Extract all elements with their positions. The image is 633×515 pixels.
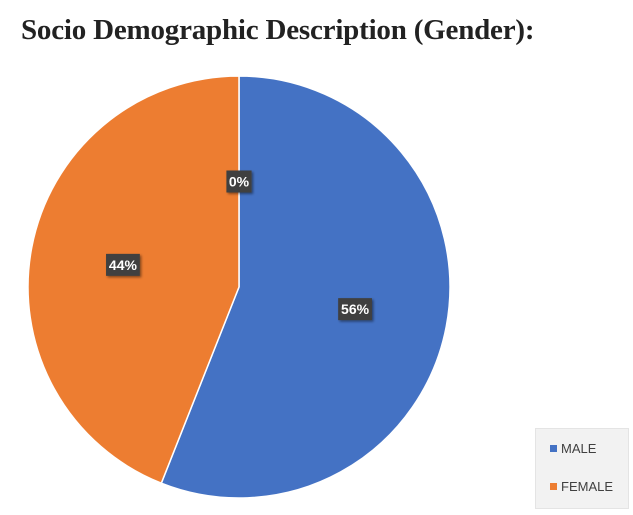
- chart-legend: MALE FEMALE: [535, 428, 629, 509]
- data-label-box: [226, 170, 252, 193]
- legend-swatch-female: [550, 483, 557, 490]
- pie-slices: [27, 75, 451, 499]
- data-label-box: [338, 298, 372, 321]
- pie-data-labels: 56% 44% 0%: [106, 170, 372, 321]
- data-label-box: [106, 253, 140, 276]
- pie-slice-male: [160, 75, 451, 499]
- legend-label-female: FEMALE: [561, 479, 614, 494]
- data-label-male: 56%: [338, 298, 372, 321]
- legend-item-female: FEMALE: [550, 479, 613, 494]
- data-label-zero: 0%: [226, 170, 252, 193]
- legend-label-male: MALE: [561, 441, 597, 456]
- legend-item-male: MALE: [550, 441, 596, 456]
- data-label-text: 44%: [109, 257, 138, 273]
- legend-swatch-male: [550, 445, 557, 452]
- data-label-text: 56%: [341, 301, 370, 317]
- chart-title: Socio Demographic Description (Gender):: [21, 14, 535, 46]
- pie-slice-female: [27, 75, 240, 485]
- data-label-female: 44%: [106, 253, 140, 276]
- data-label-text: 0%: [229, 174, 250, 190]
